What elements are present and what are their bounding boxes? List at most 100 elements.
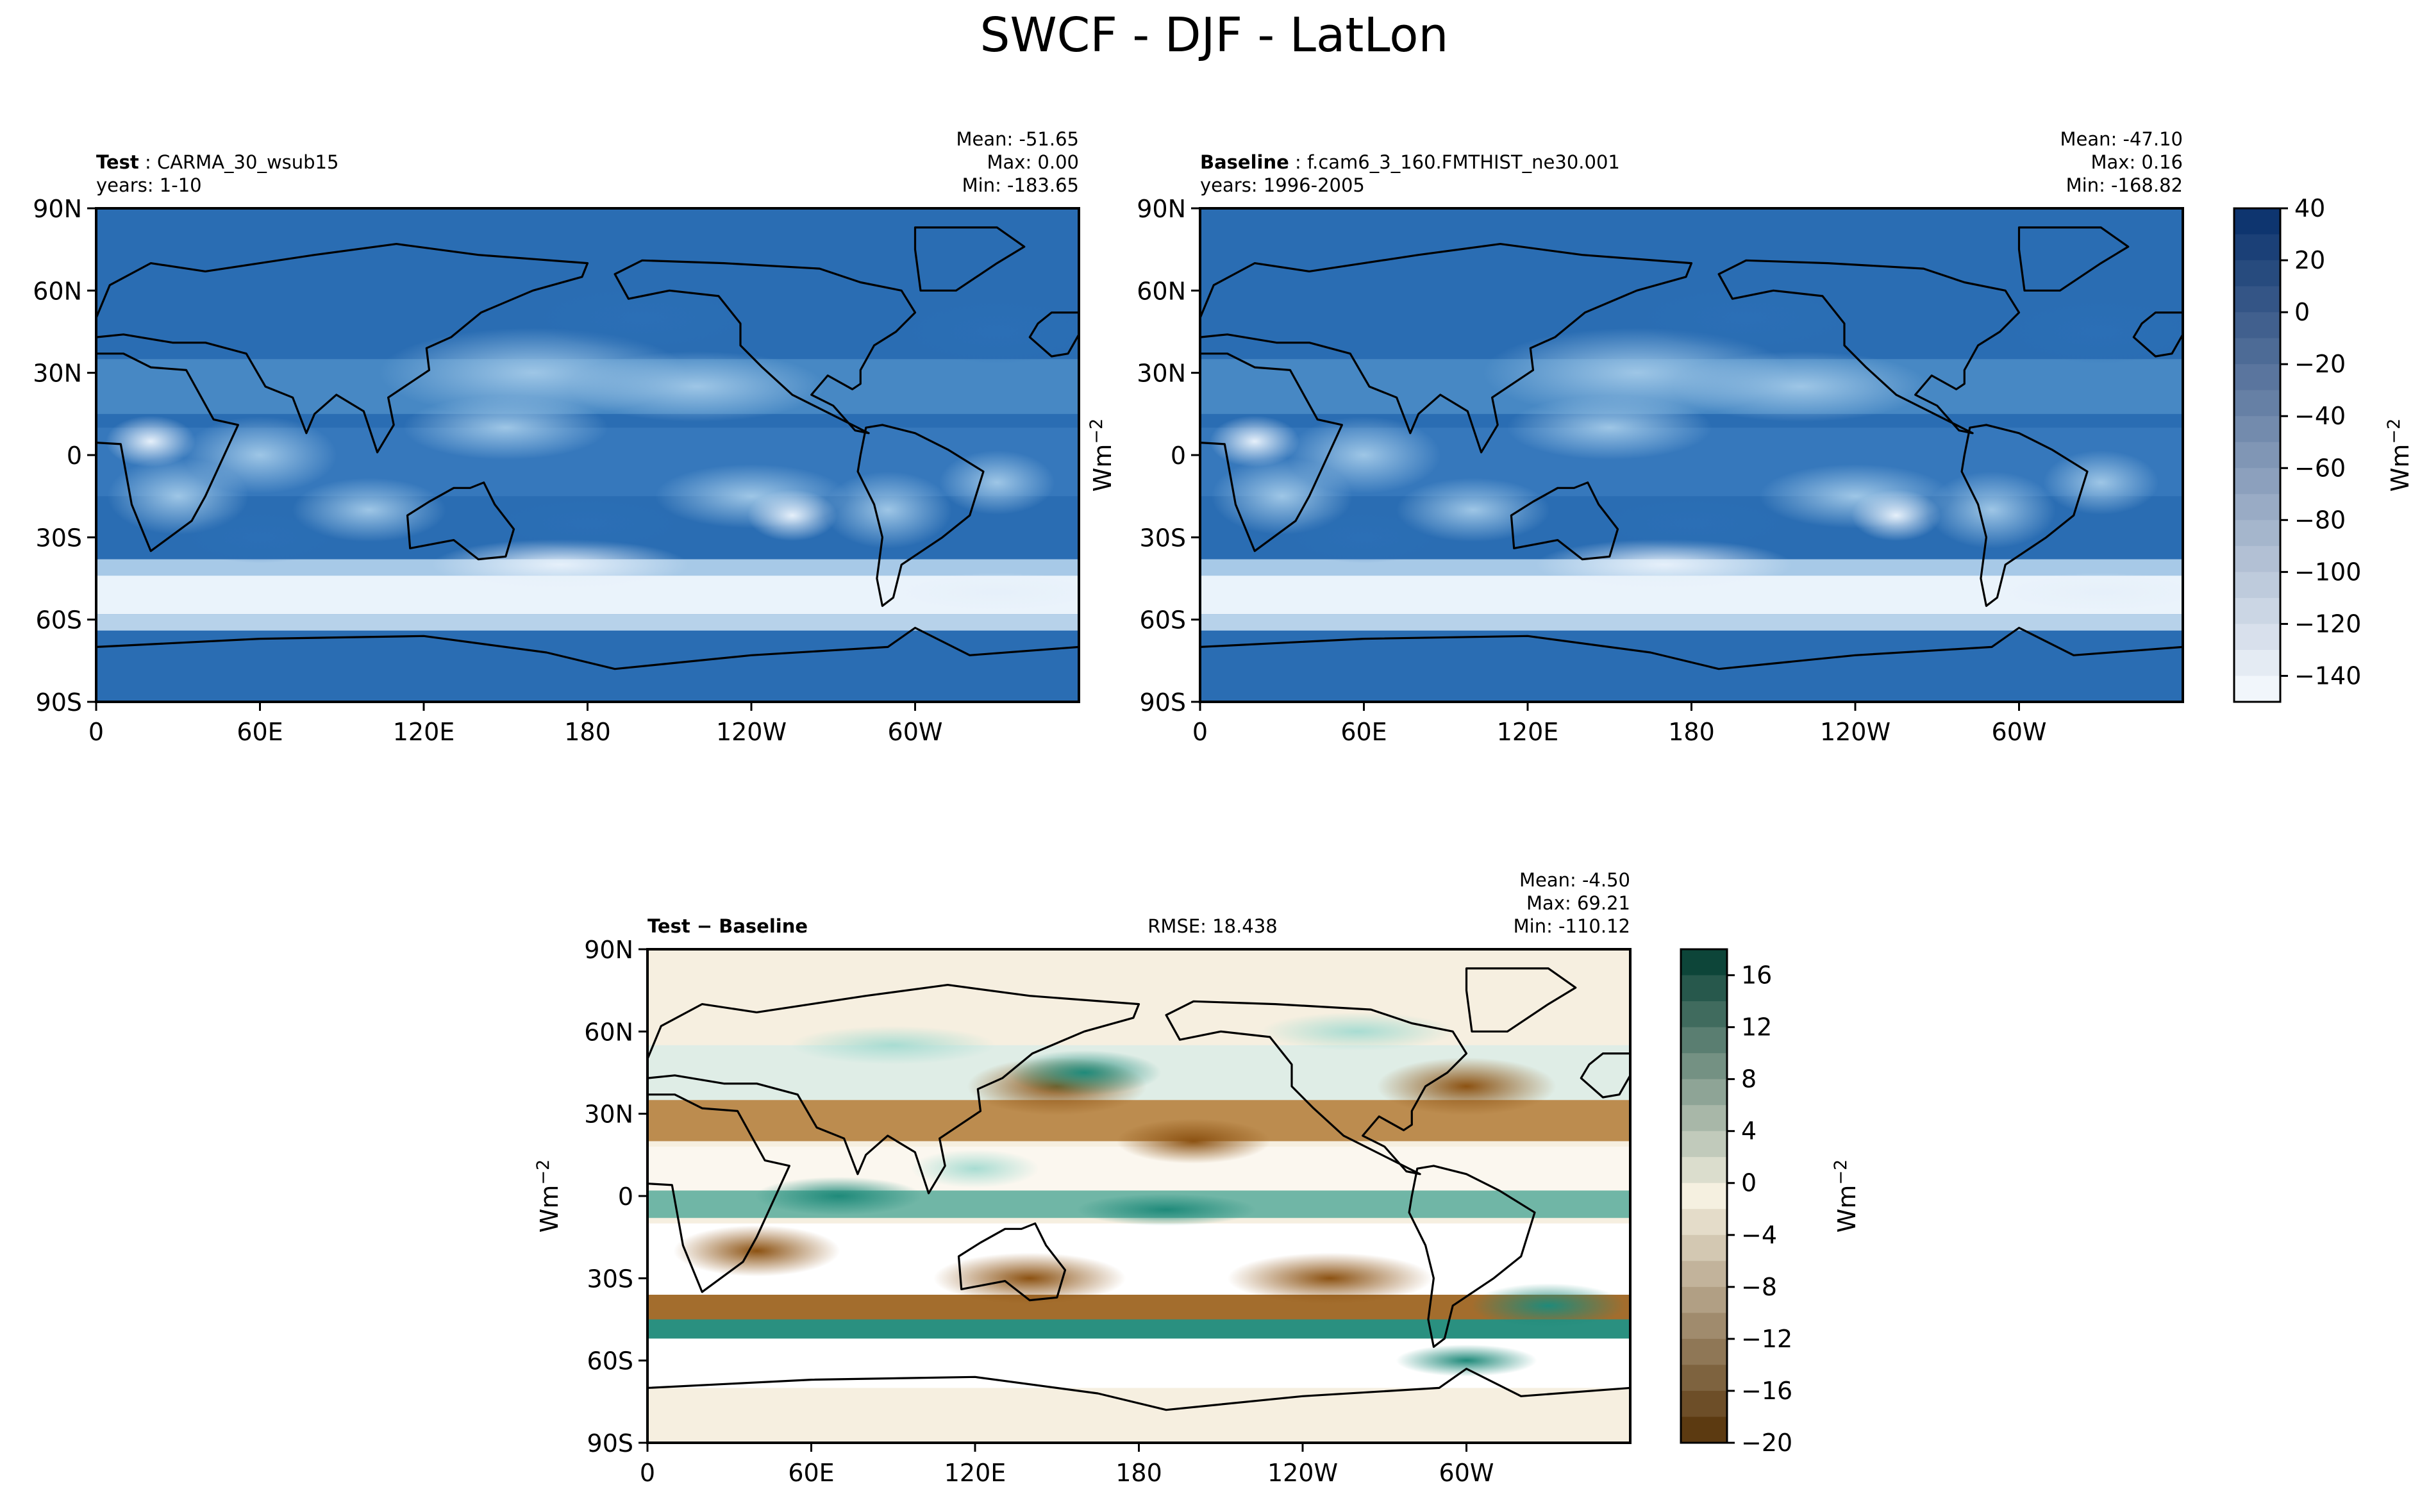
field-anomaly (431, 539, 689, 591)
field-anomaly (1595, 497, 1788, 549)
field-anomaly (1261, 1012, 1454, 1051)
field-anomaly (1507, 395, 1712, 460)
colorbar-segment (1681, 1365, 1727, 1392)
x-tick-label: 120W (1267, 1459, 1338, 1487)
coastline (957, 1222, 1067, 1302)
x-tick-label: 180 (564, 718, 611, 746)
panel-label: Test : CARMA_30_wsub15 (96, 151, 338, 173)
colorbar-segment (2234, 545, 2280, 572)
y-tick-label: 60S (1140, 606, 1186, 635)
colorbar-segment (1681, 1105, 1727, 1132)
colorbar-tick-label: −120 (2294, 610, 2361, 638)
colorbar-segment (2234, 676, 2280, 702)
y-tick-label: 0 (67, 442, 82, 470)
panel-label: Baseline : f.cam6_3_160.FMTHIST_ne30.001 (1200, 151, 1620, 173)
field-anomaly (1471, 1283, 1626, 1329)
x-tick-label: 60W (1439, 1459, 1494, 1487)
coastline (1510, 481, 1619, 561)
field-anomaly (1227, 1252, 1433, 1304)
panel-y-unit-label: Wm−2 (1087, 419, 1117, 492)
colorbar-segment (2234, 468, 2280, 495)
panel-label: Test − Baseline (647, 915, 808, 937)
field-anomaly (1396, 1344, 1537, 1377)
colorbar-tick-label: 12 (1741, 1013, 1772, 1042)
x-tick-label: 0 (640, 1459, 655, 1487)
y-tick-label: 90N (33, 195, 82, 223)
coastline (1200, 243, 1693, 454)
panel-stat: Mean: -4.50 (1519, 869, 1630, 891)
x-tick-label: 120E (944, 1459, 1006, 1487)
colorbar-segment (2234, 520, 2280, 547)
panel-label-text: : CARMA_30_wsub15 (139, 151, 339, 173)
field-band (647, 1319, 1630, 1339)
field-band (647, 1295, 1630, 1320)
colorbar-tick-label: −40 (2294, 402, 2346, 430)
field-anomaly (106, 415, 196, 467)
x-tick-label: 60W (1992, 718, 2047, 746)
panel-rmse: RMSE: 18.438 (1148, 915, 1277, 937)
test-map-panel: 0 60E 120E 180 120W 60W 90N 60N 30N 0 30S 60S 90S Tes… (33, 128, 1117, 746)
coastline (96, 243, 589, 454)
colorbar-segment (1681, 1157, 1727, 1184)
coastline (647, 1367, 1630, 1443)
colorbar-tick-label: −20 (2294, 350, 2346, 378)
panel-stat: Mean: -47.10 (2060, 128, 2183, 150)
panel-label-bold: Test − Baseline (647, 915, 808, 937)
field-band (96, 614, 1079, 631)
x-tick-label: 60W (888, 718, 943, 746)
coastline (1408, 1165, 1536, 1348)
colorbar-segment (1681, 1416, 1727, 1443)
panel-stat: Max: 0.00 (987, 151, 1079, 173)
colorbar-segment (2234, 338, 2280, 365)
colorbar-segment (2234, 416, 2280, 443)
colorbar-segment (2234, 260, 2280, 287)
field-anomaly (2043, 450, 2159, 515)
y-tick-label: 30S (587, 1265, 633, 1293)
coastline (2132, 312, 2183, 358)
y-tick-label: 60S (587, 1347, 633, 1375)
colorbar-tick-label: −140 (2294, 661, 2361, 690)
coastline (96, 353, 239, 552)
y-tick-label: 60N (584, 1018, 633, 1046)
colorbar-segment (1681, 1286, 1727, 1313)
field-anomaly (939, 450, 1055, 515)
colorbar-tick-label: −100 (2294, 558, 2361, 586)
colorbar-tick-label: 4 (1741, 1117, 1757, 1145)
x-tick-label: 60E (1340, 718, 1387, 746)
colorbar-segment (2234, 390, 2280, 417)
coastline-outline-icon (647, 967, 1630, 1443)
panel-stat: Min: -183.65 (962, 174, 1079, 196)
field-anomaly (1287, 511, 1441, 563)
field-anomaly (1007, 1050, 1162, 1095)
colorbar-frame (1680, 948, 1728, 1444)
colorbar-segment (2234, 286, 2280, 313)
x-tick-label: 180 (1668, 718, 1715, 746)
field-anomaly (2005, 299, 2183, 364)
field-anomaly (1637, 286, 1855, 351)
colorbar-segment (2234, 364, 2280, 391)
colorbar-segment (1681, 1209, 1727, 1236)
coastline (2017, 226, 2130, 292)
coastline (647, 1093, 790, 1293)
colorbar-tick-label: 40 (2294, 194, 2325, 222)
colorbar-segment (2234, 649, 2280, 677)
coastline (406, 481, 515, 561)
colorbar-segment (1681, 1261, 1727, 1288)
coastline (1200, 353, 1343, 552)
colorbar-segment (1681, 1234, 1727, 1261)
field-anomaly (747, 490, 837, 542)
panel-label-bold: Baseline (1200, 151, 1289, 173)
coastline-outline-icon (96, 226, 1079, 702)
x-tick-label: 60E (788, 1459, 834, 1487)
colorbar-segment (2234, 442, 2280, 469)
field-layer (96, 208, 1079, 702)
y-tick-label: 60S (36, 606, 82, 635)
coastline (1028, 312, 1079, 358)
colorbar-segment (1681, 1313, 1727, 1340)
field-anomaly (755, 1177, 922, 1215)
field-anomaly (933, 1252, 1126, 1304)
field-anomaly (1998, 572, 2183, 611)
colorbar-segment (1681, 1131, 1727, 1158)
